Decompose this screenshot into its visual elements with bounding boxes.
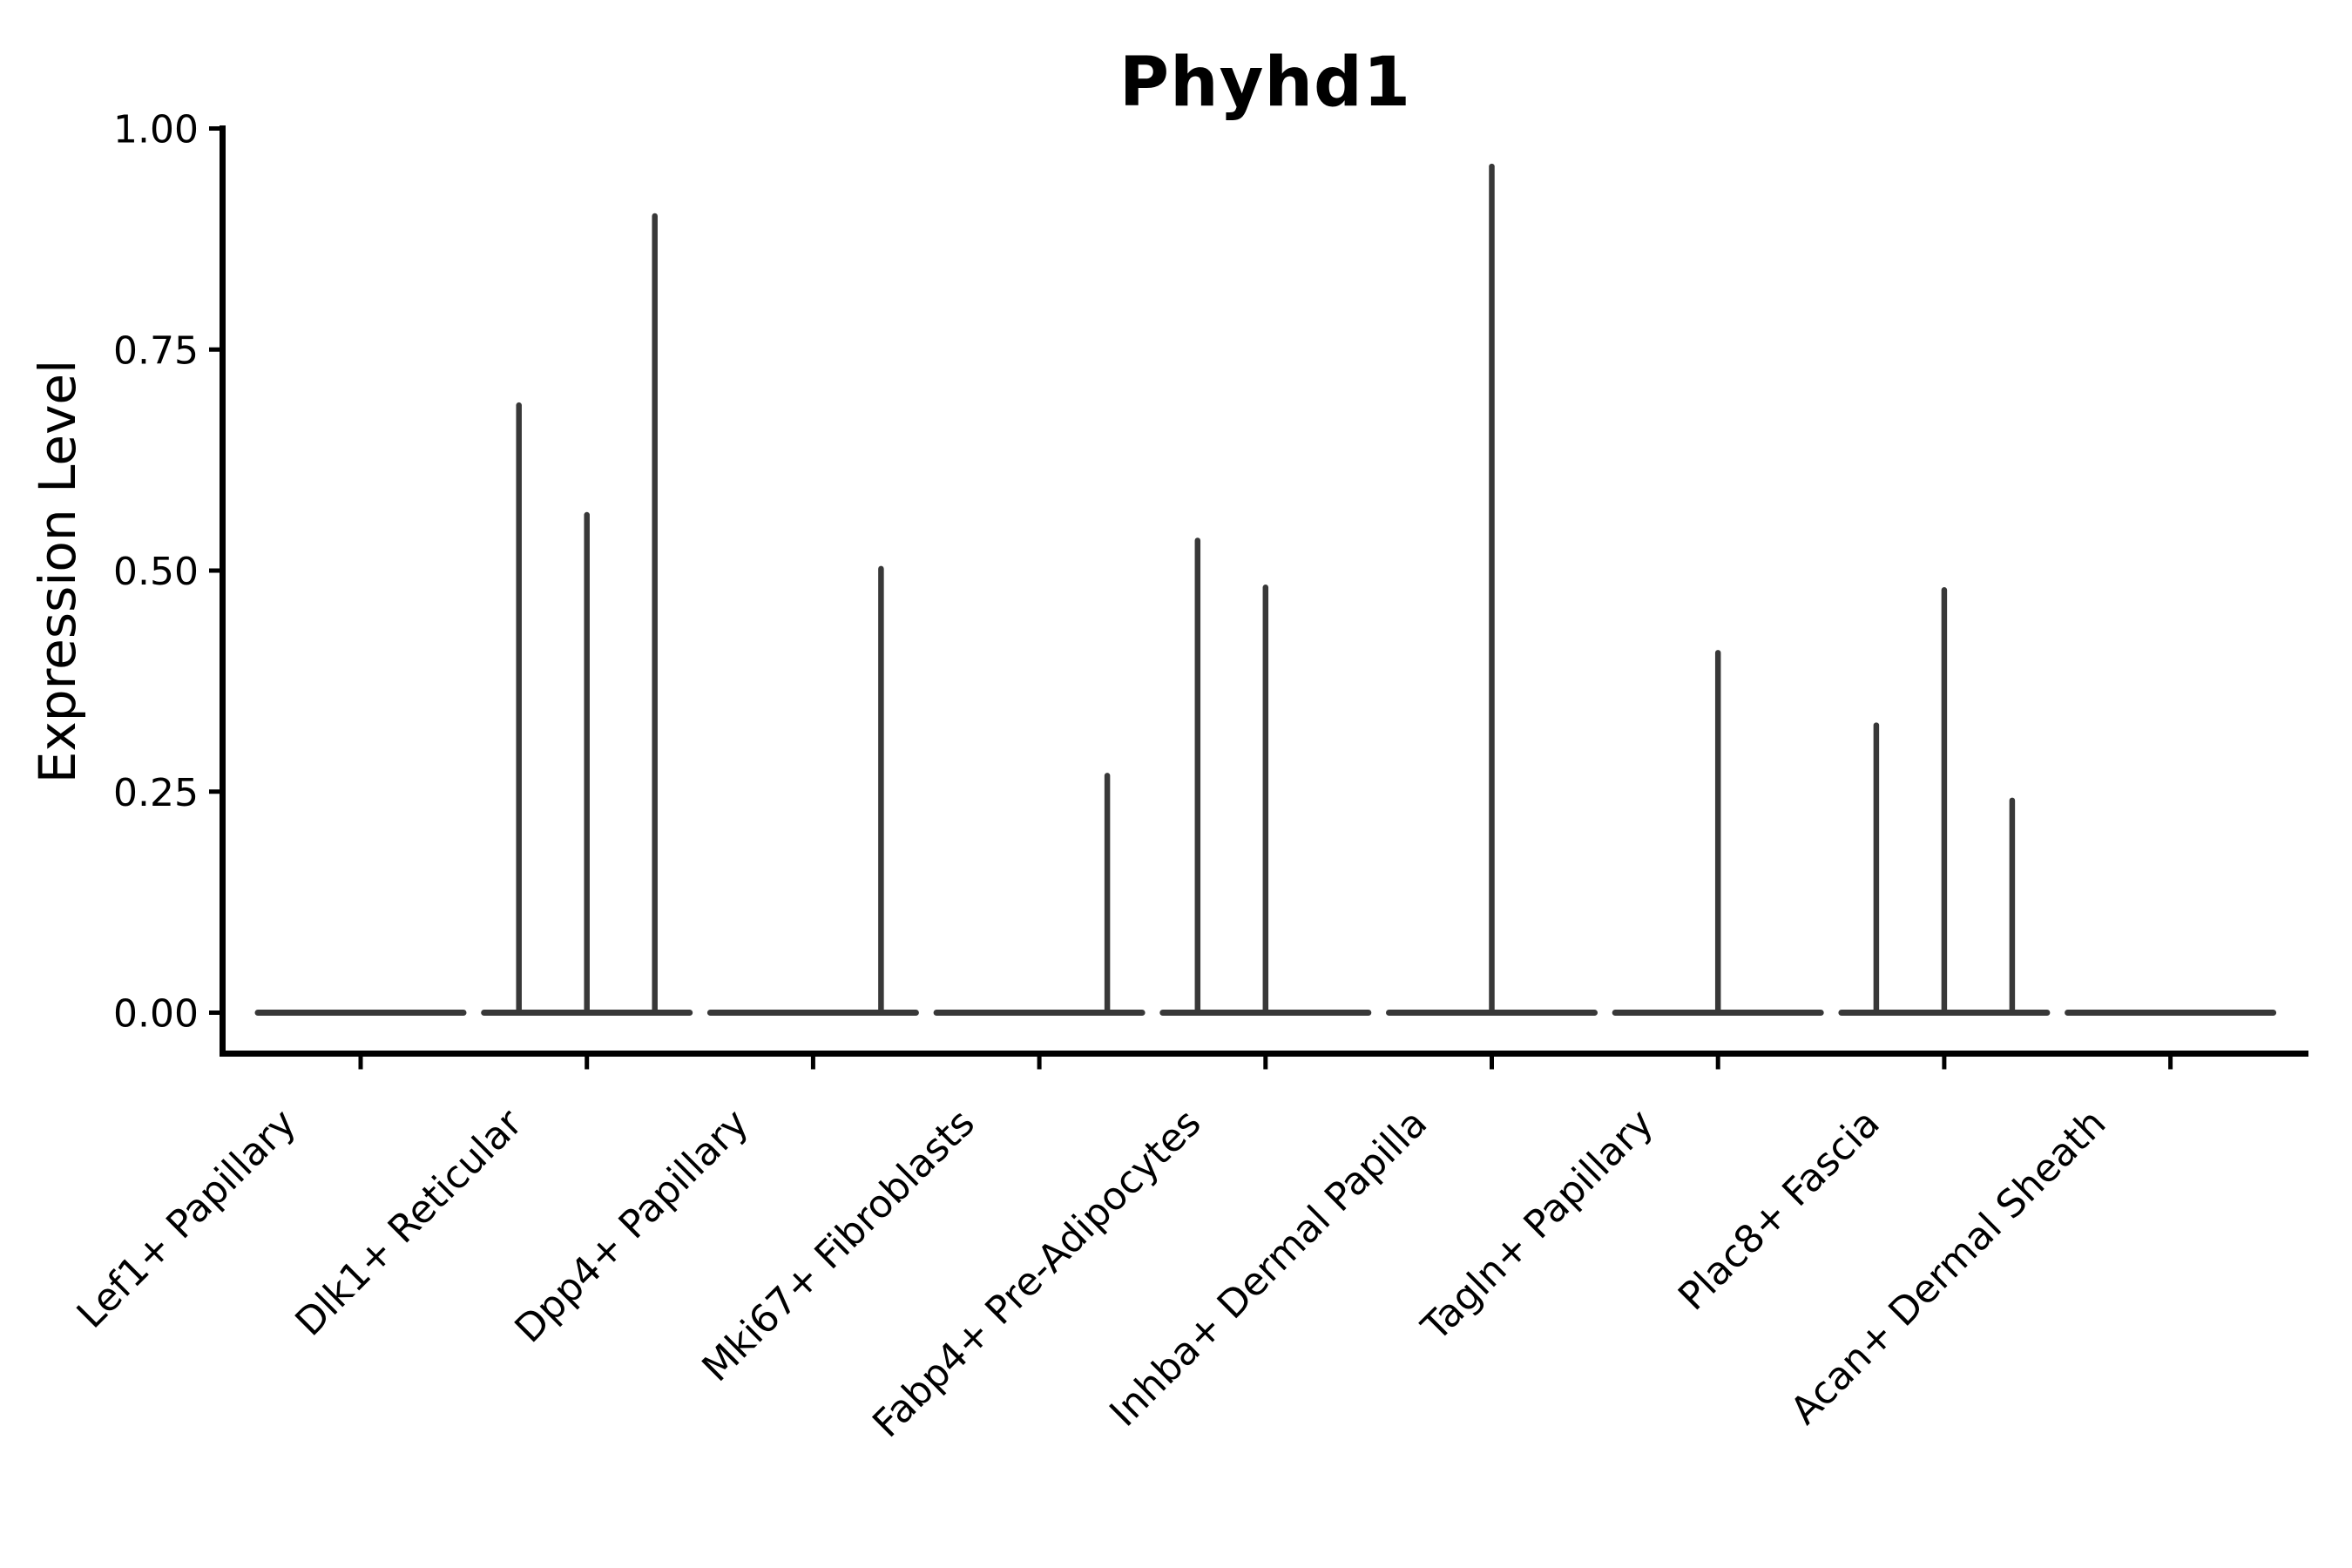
x-tick-label: Dpp4+ Papillary — [507, 1101, 758, 1352]
y-axis-title: Expression Level — [28, 359, 87, 784]
y-tick-label: 1.00 — [113, 108, 199, 152]
x-tick-label: Lef1+ Papillary — [69, 1101, 305, 1337]
y-tick-label: 0.25 — [113, 771, 199, 815]
y-tick-label: 0.50 — [113, 550, 199, 594]
chart-title: Phyhd1 — [1119, 44, 1412, 122]
x-tick-label: Tagln+ Papillary — [1413, 1101, 1662, 1350]
y-tick-label: 0.00 — [113, 992, 199, 1037]
x-tick-label: Plac8+ Fascia — [1670, 1101, 1889, 1320]
x-tick-label: Dlk1+ Reticular — [287, 1100, 532, 1345]
y-tick-label: 0.75 — [113, 328, 199, 373]
